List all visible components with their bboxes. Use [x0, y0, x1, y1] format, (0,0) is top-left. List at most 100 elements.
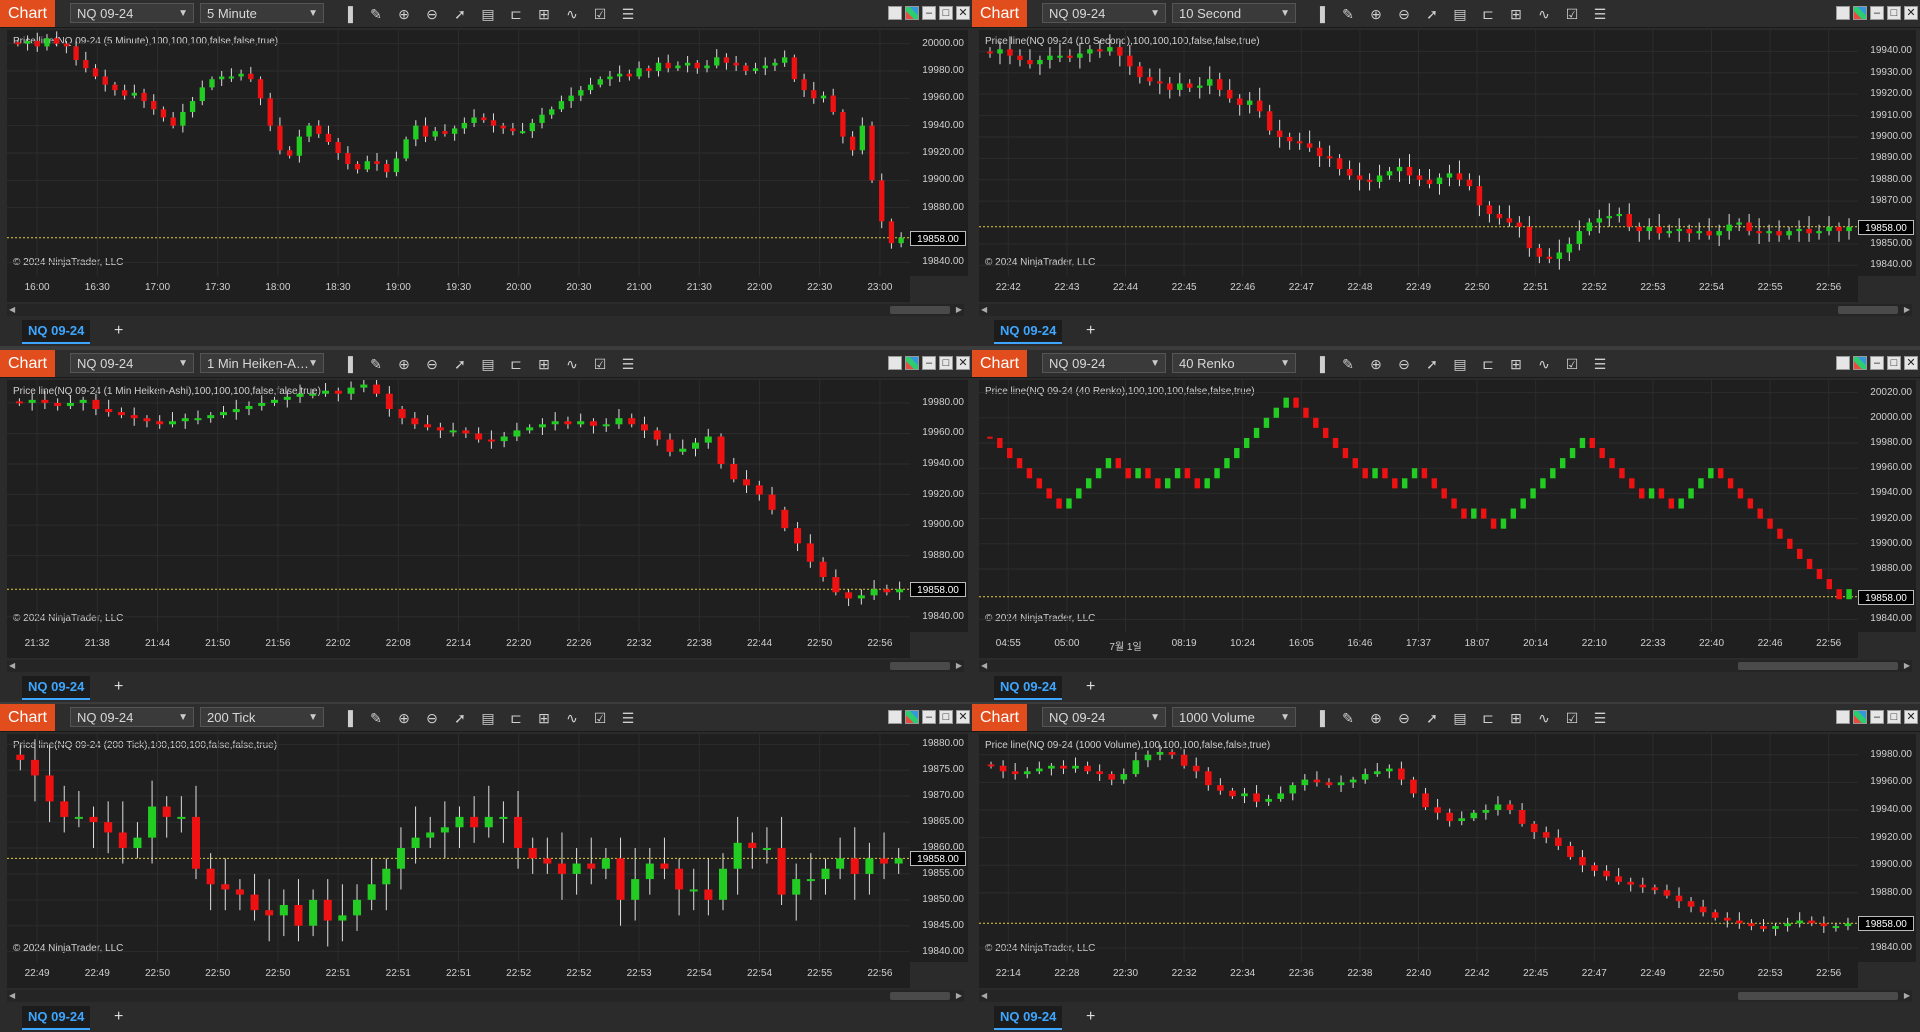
strategies-icon[interactable]: ⊞ [538, 710, 550, 726]
strategies-icon[interactable]: ⊞ [1510, 6, 1522, 22]
zoom-out-icon[interactable]: ⊖ [1398, 6, 1410, 22]
zoom-in-icon[interactable]: ⊕ [398, 356, 410, 372]
pencil-icon[interactable]: ✎ [1342, 356, 1354, 372]
close-icon[interactable]: ✕ [956, 6, 970, 20]
price-axis[interactable]: 20000.00 19980.00 19960.00 19940.00 19920.00… [910, 30, 968, 276]
price-chart-area[interactable]: Price line(NQ 09-24 (200 Tick),100,100,1… [7, 734, 910, 962]
close-icon[interactable]: ✕ [956, 710, 970, 724]
zoom-out-icon[interactable]: ⊖ [1398, 710, 1410, 726]
color-icon[interactable] [905, 710, 919, 724]
pointer-icon[interactable]: ➚ [1426, 710, 1438, 726]
horizontal-scrollbar[interactable]: ◀ ▶ [7, 304, 964, 316]
zoom-out-icon[interactable]: ⊖ [1398, 356, 1410, 372]
list-icon[interactable]: ☰ [621, 356, 635, 372]
toggle-icon[interactable] [888, 710, 902, 724]
properties-icon[interactable]: ☑ [1565, 710, 1579, 726]
drawing-tools-icon[interactable]: ∿ [1538, 6, 1550, 22]
strategies-icon[interactable]: ⊞ [1510, 356, 1522, 372]
chart-menu-button[interactable]: Chart [0, 704, 56, 731]
maximize-icon[interactable]: □ [939, 6, 953, 20]
color-icon[interactable] [1853, 356, 1867, 370]
strategies-icon[interactable]: ⊞ [1510, 710, 1522, 726]
tab-instrument[interactable]: NQ 09-24 [994, 320, 1063, 344]
add-tab-button[interactable]: + [1086, 678, 1096, 695]
interval-selector[interactable]: 1 Min Heiken-A… ▼ [200, 353, 324, 373]
horizontal-scrollbar[interactable]: ◀ ▶ [7, 990, 964, 1002]
minimize-icon[interactable]: – [1870, 710, 1884, 724]
price-chart-area[interactable]: Price line(NQ 09-24 (40 Renko),100,100,1… [979, 380, 1858, 632]
scroll-left-icon[interactable]: ◀ [9, 305, 16, 314]
toggle-icon[interactable] [1836, 710, 1850, 724]
data-box-icon[interactable]: ▤ [481, 710, 495, 726]
scroll-right-icon[interactable]: ▶ [1903, 991, 1910, 1000]
indicators-icon[interactable]: ⊏ [1482, 356, 1494, 372]
properties-icon[interactable]: ☑ [1565, 356, 1579, 372]
scroll-thumb[interactable] [890, 306, 950, 314]
properties-icon[interactable]: ☑ [1565, 6, 1579, 22]
data-box-icon[interactable]: ▤ [1453, 356, 1467, 372]
maximize-icon[interactable]: □ [1887, 356, 1901, 370]
close-icon[interactable]: ✕ [956, 356, 970, 370]
instrument-selector[interactable]: NQ 09-24 ▼ [70, 3, 194, 23]
minimize-icon[interactable]: – [1870, 6, 1884, 20]
color-icon[interactable] [905, 356, 919, 370]
properties-icon[interactable]: ☑ [593, 710, 607, 726]
zoom-in-icon[interactable]: ⊕ [1370, 356, 1382, 372]
data-box-icon[interactable]: ▤ [481, 356, 495, 372]
time-axis[interactable]: 22:42 22:43 22:44 22:45 22:46 22:47 22:48 22:49… [979, 276, 1858, 302]
scroll-left-icon[interactable]: ◀ [9, 661, 16, 670]
bar-chart-icon[interactable]: ▐ [1315, 356, 1325, 372]
add-tab-button[interactable]: + [114, 322, 124, 339]
properties-icon[interactable]: ☑ [593, 6, 607, 22]
interval-selector[interactable]: 10 Second ▼ [1172, 3, 1296, 23]
tab-instrument[interactable]: NQ 09-24 [22, 1006, 91, 1030]
price-axis[interactable]: 19980.00 19960.00 19940.00 19920.00 19900.00… [1858, 734, 1916, 962]
add-tab-button[interactable]: + [1086, 322, 1096, 339]
scroll-left-icon[interactable]: ◀ [9, 991, 16, 1000]
interval-selector[interactable]: 40 Renko ▼ [1172, 353, 1296, 373]
tab-instrument[interactable]: NQ 09-24 [994, 676, 1063, 700]
maximize-icon[interactable]: □ [1887, 6, 1901, 20]
interval-selector[interactable]: 5 Minute ▼ [200, 3, 324, 23]
interval-selector[interactable]: 1000 Volume ▼ [1172, 707, 1296, 727]
scroll-left-icon[interactable]: ◀ [981, 661, 988, 670]
drawing-tools-icon[interactable]: ∿ [566, 6, 578, 22]
pencil-icon[interactable]: ✎ [370, 6, 382, 22]
price-chart-area[interactable]: Price line(NQ 09-24 (5 Minute),100,100,1… [7, 30, 910, 276]
horizontal-scrollbar[interactable]: ◀ ▶ [979, 990, 1912, 1002]
pencil-icon[interactable]: ✎ [370, 356, 382, 372]
add-tab-button[interactable]: + [114, 1008, 124, 1025]
scroll-right-icon[interactable]: ▶ [955, 661, 962, 670]
add-tab-button[interactable]: + [1086, 1008, 1096, 1025]
time-axis[interactable]: 22:14 22:28 22:30 22:32 22:34 22:36 22:38 22:40… [979, 962, 1858, 988]
price-chart-area[interactable]: Price line(NQ 09-24 (10 Second),100,100,… [979, 30, 1858, 276]
zoom-out-icon[interactable]: ⊖ [426, 710, 438, 726]
scroll-thumb[interactable] [890, 662, 950, 670]
drawing-tools-icon[interactable]: ∿ [1538, 710, 1550, 726]
instrument-selector[interactable]: NQ 09-24 ▼ [1042, 707, 1166, 727]
close-icon[interactable]: ✕ [1904, 710, 1918, 724]
minimize-icon[interactable]: – [922, 356, 936, 370]
pointer-icon[interactable]: ➚ [454, 6, 466, 22]
data-box-icon[interactable]: ▤ [481, 6, 495, 22]
pointer-icon[interactable]: ➚ [454, 710, 466, 726]
instrument-selector[interactable]: NQ 09-24 ▼ [1042, 3, 1166, 23]
data-box-icon[interactable]: ▤ [1453, 710, 1467, 726]
maximize-icon[interactable]: □ [1887, 710, 1901, 724]
scroll-thumb[interactable] [1738, 992, 1898, 1000]
list-icon[interactable]: ☰ [1593, 6, 1607, 22]
maximize-icon[interactable]: □ [939, 356, 953, 370]
chart-menu-button[interactable]: Chart [972, 350, 1028, 377]
time-axis[interactable]: 22:49 22:49 22:50 22:50 22:50 22:51 22:51 22:51… [7, 962, 910, 988]
list-icon[interactable]: ☰ [1593, 356, 1607, 372]
tab-instrument[interactable]: NQ 09-24 [994, 1006, 1063, 1030]
strategies-icon[interactable]: ⊞ [538, 6, 550, 22]
scroll-right-icon[interactable]: ▶ [1903, 305, 1910, 314]
scroll-left-icon[interactable]: ◀ [981, 991, 988, 1000]
scroll-thumb[interactable] [890, 992, 950, 1000]
price-axis[interactable]: 19940.00 19930.00 19920.00 19910.00 19900.00… [1858, 30, 1916, 276]
pointer-icon[interactable]: ➚ [454, 356, 466, 372]
list-icon[interactable]: ☰ [621, 710, 635, 726]
scroll-thumb[interactable] [1738, 662, 1898, 670]
chart-menu-button[interactable]: Chart [972, 0, 1028, 27]
